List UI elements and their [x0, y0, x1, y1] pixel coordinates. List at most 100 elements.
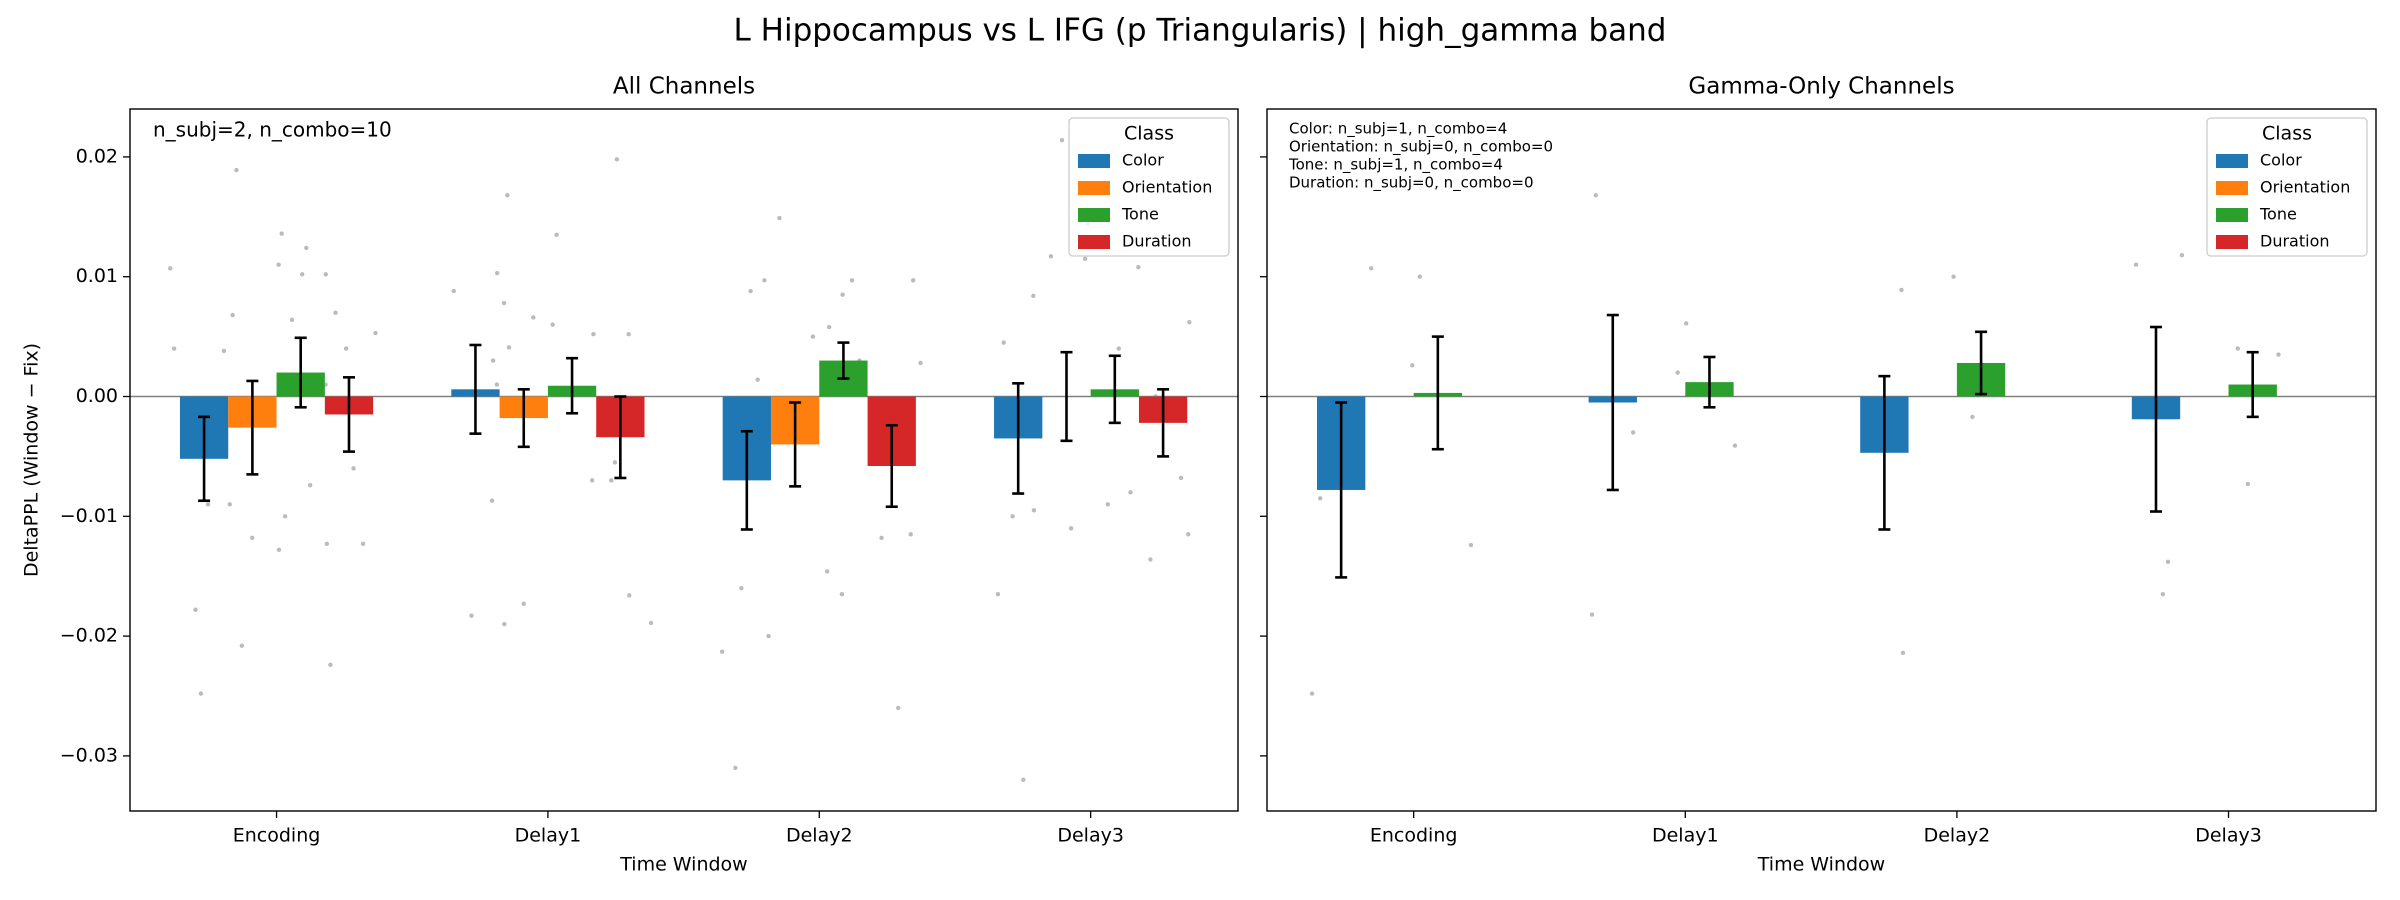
error-bar — [1878, 374, 1891, 531]
x-axis-label: Time Window — [619, 854, 747, 876]
data-point — [1148, 557, 1153, 562]
data-point — [1309, 691, 1315, 696]
x-tick-label: Delay2 — [1924, 825, 1991, 847]
error-bar — [1431, 335, 1444, 451]
data-point — [2276, 352, 2281, 357]
panel-title: Gamma-Only Channels — [1688, 74, 1954, 100]
data-point — [1136, 264, 1141, 270]
data-point — [1031, 293, 1036, 299]
legend-title: Class — [1124, 123, 1174, 145]
data-point — [193, 607, 198, 612]
error-bar — [789, 401, 802, 488]
data-point — [373, 330, 378, 336]
data-point — [849, 278, 855, 283]
x-tick-label: Delay1 — [1652, 825, 1719, 847]
data-point — [282, 514, 288, 519]
legend-label: Orientation — [1122, 178, 1212, 197]
data-point — [2165, 559, 2171, 565]
data-point — [739, 585, 744, 591]
data-point — [1068, 526, 1074, 531]
data-point — [2160, 591, 2166, 597]
data-point — [501, 300, 507, 306]
data-point — [521, 601, 526, 606]
data-point — [171, 346, 177, 351]
data-point — [469, 613, 474, 618]
error-bar — [2246, 350, 2259, 419]
data-point — [1116, 346, 1122, 351]
data-point — [502, 621, 507, 627]
data-point — [1317, 496, 1323, 501]
x-tick-label: Encoding — [1370, 825, 1458, 847]
x-tick-label: Encoding — [233, 825, 321, 847]
error-bar — [1606, 313, 1619, 492]
data-point — [1031, 508, 1037, 513]
legend-label: Tone — [1121, 205, 1159, 224]
annotation: Tone: n_subj=1, n_combo=4 — [1288, 156, 1503, 175]
data-point — [1589, 612, 1595, 617]
y-tick-label: 0.00 — [76, 385, 118, 407]
data-point — [505, 193, 510, 198]
legend-label: Tone — [2259, 205, 2297, 224]
data-point — [810, 334, 816, 339]
data-point — [490, 358, 496, 363]
data-point — [227, 502, 232, 507]
data-point — [307, 482, 313, 488]
data-point — [531, 315, 536, 320]
legend-swatch — [1078, 154, 1110, 168]
data-point — [1048, 254, 1054, 259]
data-point — [1001, 340, 1006, 345]
data-point — [995, 591, 1001, 597]
legend-swatch — [2216, 181, 2248, 195]
error-bar — [1108, 354, 1121, 425]
annotation: Duration: n_subj=0, n_combo=0 — [1289, 174, 1534, 193]
data-point — [1178, 475, 1184, 481]
data-point — [1059, 137, 1065, 143]
axes-frame — [129, 108, 1239, 812]
annotation: n_subj=2, n_combo=10 — [153, 118, 392, 142]
data-point — [1417, 274, 1422, 279]
data-point — [1128, 490, 1133, 495]
error-bar — [566, 356, 579, 415]
data-point — [451, 288, 456, 294]
data-point — [276, 547, 282, 553]
error-bar — [740, 429, 753, 531]
data-point — [289, 317, 295, 323]
data-point — [230, 312, 235, 318]
legend-label: Color — [2260, 151, 2302, 170]
data-point — [648, 620, 654, 626]
error-bar — [517, 388, 530, 449]
data-point — [827, 324, 832, 330]
error-bar — [469, 343, 482, 435]
error-bar — [614, 395, 627, 480]
data-point — [766, 633, 771, 639]
data-point — [879, 535, 884, 541]
legend-label: Orientation — [2260, 178, 2350, 197]
y-tick-label: −0.01 — [60, 505, 118, 527]
data-point — [614, 157, 620, 162]
data-point — [748, 288, 753, 294]
data-point — [762, 278, 767, 283]
x-tick-label: Delay3 — [2195, 825, 2262, 847]
error-bar — [837, 341, 850, 380]
data-point — [494, 382, 500, 387]
data-point — [733, 765, 738, 771]
error-bar — [885, 423, 898, 509]
data-point — [1368, 266, 1374, 271]
error-bar — [2149, 325, 2162, 513]
error-bar — [342, 376, 355, 453]
data-point — [1010, 514, 1015, 519]
data-point — [908, 532, 913, 537]
data-point — [1187, 320, 1192, 325]
data-point — [626, 332, 631, 337]
data-point — [494, 270, 500, 276]
data-point — [168, 266, 173, 271]
y-tick-label: 0.01 — [76, 265, 118, 287]
data-point — [1900, 650, 1906, 656]
legend-swatch — [1078, 235, 1110, 249]
data-point — [299, 272, 305, 277]
data-point — [2245, 481, 2251, 487]
data-point — [279, 231, 284, 236]
legend: Class Color Orientation Tone Duration — [2206, 117, 2368, 257]
data-point — [591, 332, 596, 337]
